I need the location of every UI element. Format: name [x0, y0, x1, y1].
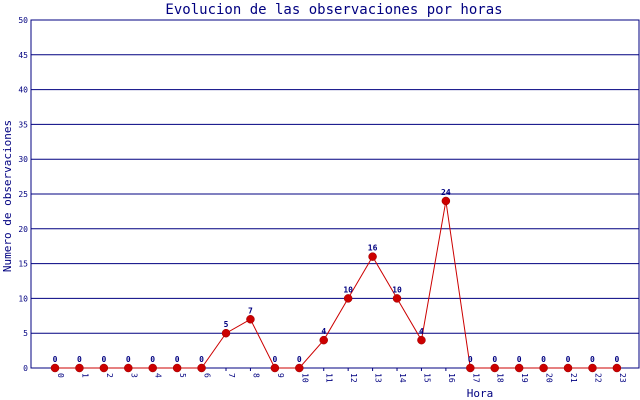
plot-area — [30, 19, 640, 369]
data-point — [368, 252, 377, 261]
y-tick-label: 0 — [23, 364, 28, 373]
y-tick-label: 40 — [18, 86, 28, 95]
data-label: 0 — [150, 355, 155, 364]
x-tick-label: 20 — [545, 373, 554, 383]
data-point — [99, 363, 109, 373]
data-point — [392, 294, 402, 303]
data-point — [612, 363, 622, 373]
data-point — [441, 196, 451, 206]
data-label: 0 — [566, 355, 571, 364]
data-label: 0 — [77, 355, 82, 364]
data-label: 0 — [541, 355, 546, 364]
data-labels: 0 0 0 0 0 0 0 5 7 0 0 4 10 16 10 4 24 0 0 0 0 0 0 0 — [53, 188, 620, 364]
x-tick-label: 19 — [520, 373, 529, 383]
y-tick-label: 35 — [18, 120, 28, 129]
x-tick-label: 8 — [251, 373, 260, 378]
data-point — [563, 363, 573, 373]
y-axis-label: Numero de observaciones — [1, 120, 14, 272]
data-point — [466, 363, 475, 373]
data-label: 0 — [468, 355, 473, 364]
x-tick-label: 2 — [105, 373, 114, 378]
y-tick-label: 10 — [18, 294, 28, 303]
data-label: 0 — [53, 355, 58, 364]
x-tick-label: 12 — [349, 373, 358, 383]
x-axis-ticks: 0 1 2 3 4 5 6 7 8 9 10 11 12 13 14 15 16 17 18 19 20 21 22 23 — [54, 368, 627, 383]
x-tick-label: 17 — [471, 373, 480, 383]
grid-lines — [31, 19, 639, 334]
x-tick-label: 11 — [325, 373, 334, 383]
data-label: 0 — [126, 355, 131, 364]
x-tick-label: 7 — [227, 373, 236, 378]
y-tick-label: 25 — [18, 190, 28, 199]
data-point — [539, 363, 548, 373]
y-tick-label: 50 — [18, 16, 28, 25]
y-tick-label: 45 — [18, 51, 28, 60]
x-tick-label: 4 — [154, 373, 163, 378]
data-point — [50, 363, 60, 373]
x-tick-label: 0 — [56, 373, 65, 378]
data-label: 0 — [590, 355, 595, 364]
series-line — [55, 200, 617, 369]
data-point — [319, 335, 328, 345]
y-tick-label: 30 — [18, 155, 28, 164]
chart-title: Evolucion de las observaciones por horas — [165, 2, 502, 18]
x-tick-label: 22 — [593, 373, 602, 383]
x-tick-label: 9 — [276, 373, 285, 378]
data-label: 0 — [175, 355, 180, 364]
y-tick-label: 15 — [18, 260, 28, 269]
data-point — [124, 363, 133, 373]
data-point — [417, 335, 426, 345]
data-point — [246, 315, 255, 324]
data-label: 4 — [321, 327, 326, 336]
data-markers — [50, 196, 622, 373]
data-label: 0 — [517, 355, 522, 364]
data-point — [221, 328, 231, 338]
data-label: 10 — [392, 285, 402, 294]
y-tick-label: 5 — [23, 329, 28, 338]
x-tick-label: 13 — [374, 373, 383, 383]
data-point — [75, 363, 84, 373]
data-point — [343, 294, 353, 303]
y-tick-label: 20 — [18, 225, 28, 234]
data-label: 4 — [419, 327, 424, 336]
x-axis-label: Hora — [467, 387, 494, 400]
data-point — [172, 363, 182, 373]
data-point — [270, 363, 280, 373]
x-tick-label: 15 — [422, 373, 431, 383]
data-label: 0 — [199, 355, 204, 364]
data-point — [295, 363, 304, 373]
data-label: 0 — [614, 355, 619, 364]
data-label: 16 — [368, 244, 378, 253]
x-tick-label: 21 — [569, 373, 578, 383]
data-point — [148, 363, 157, 373]
data-label: 0 — [101, 355, 106, 364]
x-tick-label: 6 — [203, 373, 212, 378]
x-tick-label: 3 — [129, 373, 138, 378]
x-tick-label: 14 — [398, 373, 407, 383]
data-point — [197, 363, 206, 373]
x-tick-label: 23 — [618, 373, 627, 383]
x-tick-label: 18 — [496, 373, 505, 383]
data-point — [588, 363, 597, 373]
data-label: 7 — [248, 306, 253, 315]
x-tick-label: 5 — [178, 373, 187, 378]
data-label: 0 — [272, 355, 277, 364]
x-tick-label: 10 — [300, 373, 309, 383]
data-label: 0 — [297, 355, 302, 364]
x-tick-label: 1 — [80, 373, 89, 378]
data-point — [490, 363, 499, 373]
data-label: 0 — [492, 355, 497, 364]
data-label: 5 — [224, 320, 229, 329]
data-point — [514, 363, 524, 373]
data-label: 10 — [343, 285, 353, 294]
x-tick-label: 16 — [447, 373, 456, 383]
y-axis-ticks: 0 5 10 15 20 25 30 35 40 45 50 — [18, 16, 28, 373]
data-label: 24 — [441, 188, 451, 197]
